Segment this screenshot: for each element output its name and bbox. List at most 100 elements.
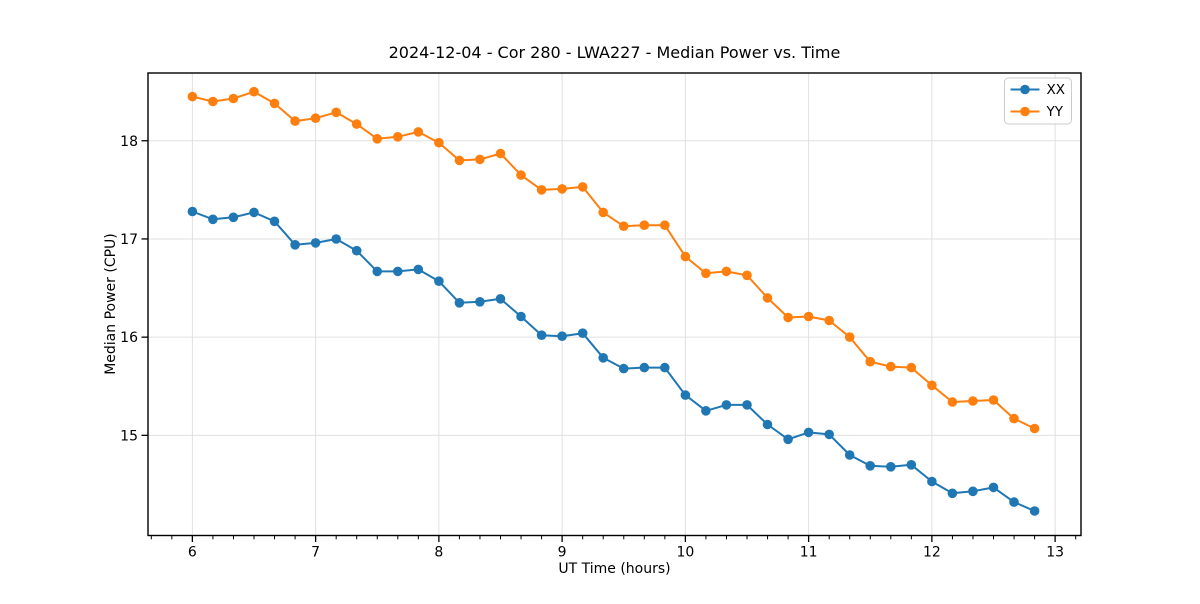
data-point-yy xyxy=(660,220,670,230)
data-point-xx xyxy=(988,482,999,493)
data-point-xx xyxy=(536,330,547,341)
data-point-yy xyxy=(434,137,444,148)
data-point-xx xyxy=(434,276,444,287)
x-tick-label: 10 xyxy=(676,545,694,561)
data-point-yy xyxy=(988,395,999,405)
x-tick-label: 7 xyxy=(311,545,320,561)
data-point-yy xyxy=(598,207,608,218)
data-point-yy xyxy=(968,396,978,406)
data-point-yy xyxy=(228,93,239,104)
data-point-yy xyxy=(762,293,773,303)
data-point-yy xyxy=(865,356,875,367)
data-point-yy xyxy=(372,134,383,144)
data-point-xx xyxy=(351,245,362,256)
data-point-xx xyxy=(886,462,896,472)
data-point-yy xyxy=(208,96,218,107)
x-tick-label: 9 xyxy=(558,545,567,561)
axes-frame xyxy=(147,72,1082,537)
series-line-yy xyxy=(191,90,1036,430)
data-point-xx xyxy=(310,238,321,248)
data-point-yy xyxy=(310,113,321,123)
data-point-xx xyxy=(660,362,670,373)
data-point-xx xyxy=(372,266,383,277)
y-tick-label: 16 xyxy=(120,330,138,346)
data-point-yy xyxy=(680,251,691,262)
legend-marker xyxy=(1020,84,1030,95)
data-point-xx xyxy=(393,266,403,277)
data-point-xx xyxy=(618,363,629,374)
data-point-yy xyxy=(536,185,547,195)
tick-layer: 6 7 8 9 10 11 12 13 15 16 17 18 xyxy=(120,134,1077,561)
data-point-yy xyxy=(947,397,958,407)
data-point-xx xyxy=(742,400,752,410)
data-point-yy xyxy=(721,266,732,277)
data-point-xx xyxy=(598,353,608,363)
data-point-yy xyxy=(475,154,485,165)
data-point-xx xyxy=(187,206,198,217)
data-point-yy xyxy=(290,116,300,126)
data-point-yy xyxy=(249,86,259,97)
data-point-yy xyxy=(187,91,198,102)
y-axis-label: Median Power (CPU) xyxy=(103,233,119,375)
data-point-xx xyxy=(783,434,793,445)
legend-label: YY xyxy=(1046,104,1064,120)
legend-label: XX xyxy=(1047,82,1066,98)
grid-layer xyxy=(148,73,1081,536)
data-point-xx xyxy=(454,298,465,308)
x-tick-label: 6 xyxy=(188,545,197,561)
data-point-xx xyxy=(577,328,588,339)
data-point-xx xyxy=(844,450,855,460)
data-point-yy xyxy=(639,220,650,230)
data-point-yy xyxy=(557,184,567,194)
data-point-xx xyxy=(269,216,280,227)
data-point-yy xyxy=(927,380,937,391)
data-point-xx xyxy=(762,419,773,430)
x-tick-label: 8 xyxy=(434,545,443,561)
data-point-yy xyxy=(844,332,855,342)
data-point-yy xyxy=(742,270,752,281)
legend: XX YY xyxy=(1004,77,1072,125)
data-point-yy xyxy=(413,127,424,137)
data-point-xx xyxy=(208,214,218,225)
data-point-yy xyxy=(783,312,793,323)
data-point-xx xyxy=(906,460,917,470)
y-tick-label: 17 xyxy=(120,232,138,248)
data-point-yy xyxy=(331,107,342,118)
data-point-yy xyxy=(269,98,280,109)
data-point-xx xyxy=(516,311,526,322)
data-point-yy xyxy=(803,311,814,322)
data-point-xx xyxy=(968,486,978,497)
x-tick-label: 12 xyxy=(923,545,941,561)
chart-title: 2024-12-04 - Cor 280 - LWA227 - Median P… xyxy=(389,43,841,62)
data-point-yy xyxy=(351,119,362,129)
data-point-xx xyxy=(803,427,814,438)
data-point-yy xyxy=(824,315,834,326)
data-point-yy xyxy=(495,148,506,159)
data-point-xx xyxy=(1009,497,1019,507)
y-tick-label: 15 xyxy=(120,428,138,444)
data-point-xx xyxy=(249,207,259,218)
data-point-yy xyxy=(701,268,711,279)
data-point-yy xyxy=(1009,413,1019,424)
x-tick-label: 13 xyxy=(1046,545,1064,561)
data-point-yy xyxy=(516,170,526,180)
data-point-xx xyxy=(927,476,937,487)
x-tick-label: 11 xyxy=(800,545,818,561)
data-point-xx xyxy=(947,488,958,499)
legend-marker xyxy=(1020,106,1030,117)
data-point-xx xyxy=(495,294,506,304)
data-point-yy xyxy=(906,362,917,373)
data-point-xx xyxy=(639,362,650,373)
data-point-xx xyxy=(475,297,485,307)
data-point-xx xyxy=(701,406,711,416)
x-axis-label: UT Time (hours) xyxy=(558,561,670,577)
data-point-xx xyxy=(413,264,424,275)
data-point-yy xyxy=(454,155,465,166)
data-point-xx xyxy=(228,212,239,223)
data-point-xx xyxy=(824,429,834,440)
data-point-yy xyxy=(393,132,403,142)
data-point-yy xyxy=(618,221,629,231)
data-point-yy xyxy=(886,361,896,372)
